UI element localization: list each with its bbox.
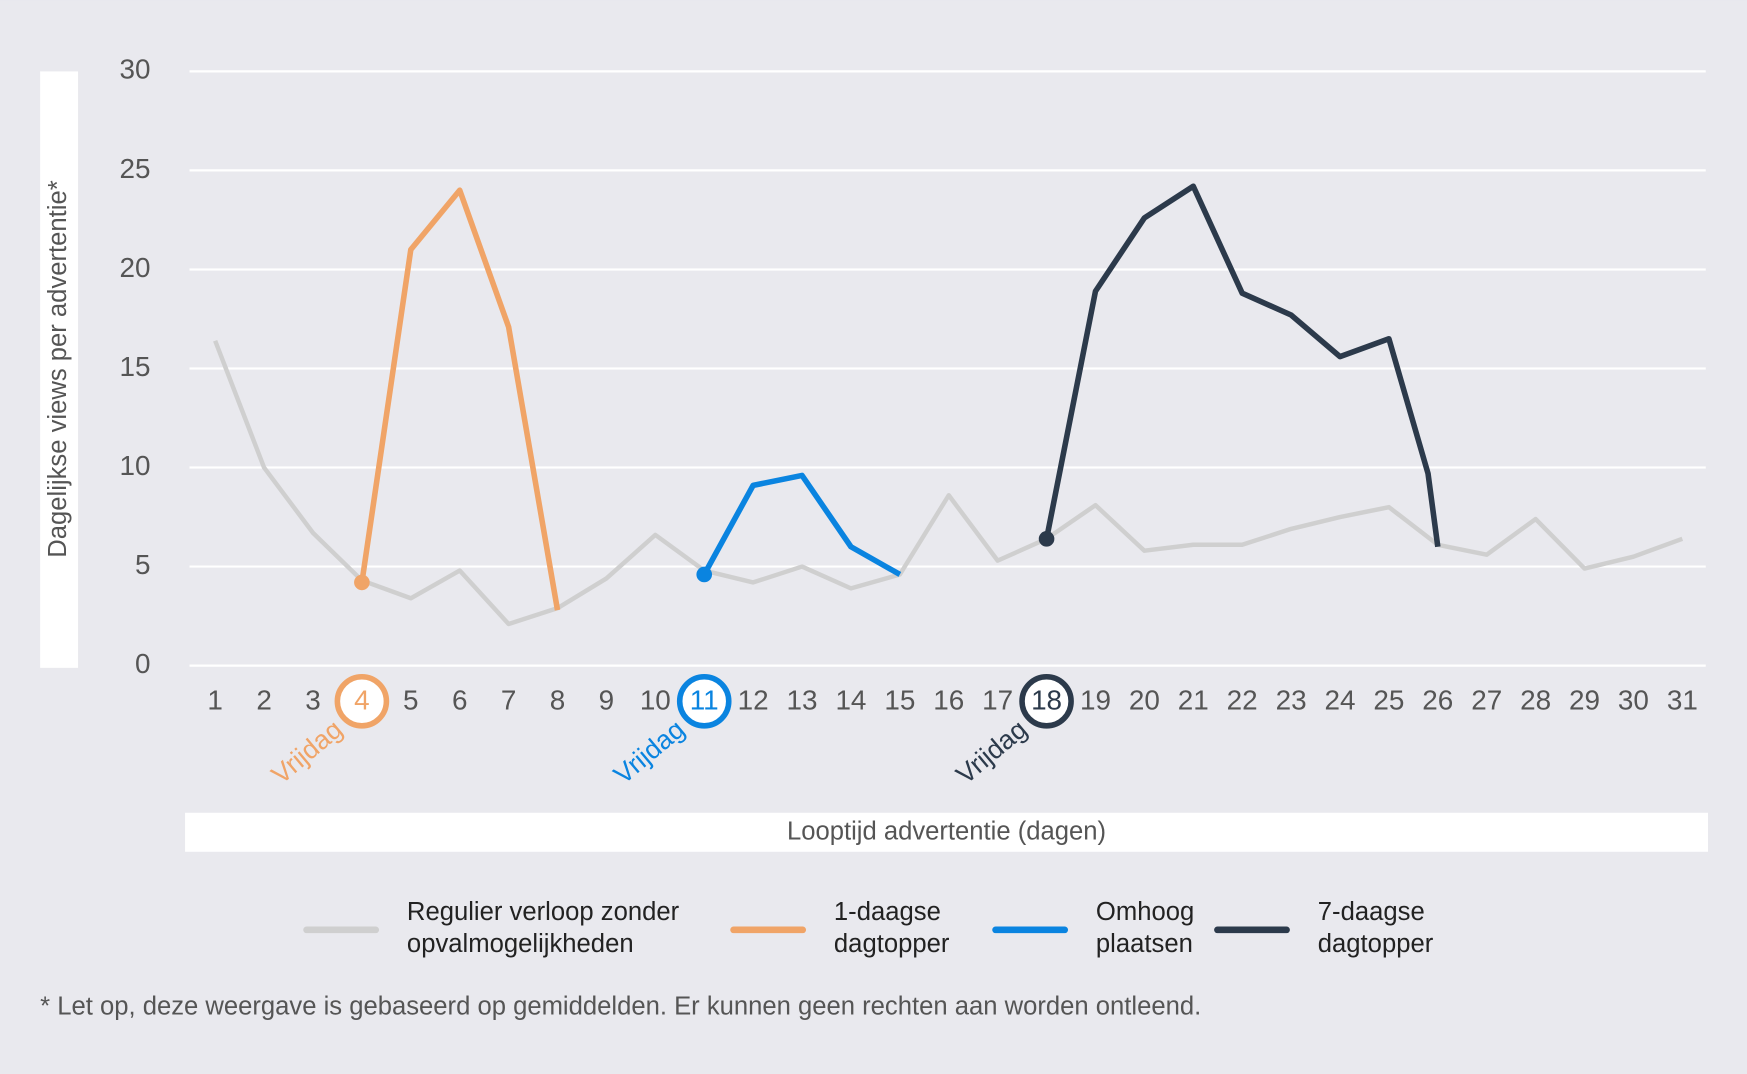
- x-tick-label: 24: [1324, 685, 1355, 716]
- x-tick-label: 5: [403, 685, 419, 716]
- series-line: [701, 472, 902, 577]
- x-tick-label: 26: [1422, 685, 1453, 716]
- y-axis-label: Dagelijkse views per advertentie*: [44, 180, 72, 557]
- x-tick-label: 10: [640, 685, 671, 716]
- y-tick-label: 25: [120, 153, 151, 184]
- x-tick-label: 30: [1618, 685, 1649, 716]
- legend-item: Regulier verloop zonder opvalmogelijkhed…: [406, 896, 680, 958]
- x-tick-label: 9: [599, 685, 614, 716]
- x-tick-label: 17: [982, 685, 1013, 716]
- x-tick-label: 22: [1227, 685, 1258, 716]
- day-highlight-circle: [1019, 673, 1074, 729]
- x-tick-label: 8: [550, 685, 566, 716]
- y-tick-label: 10: [120, 450, 151, 481]
- x-tick-label: 7: [501, 685, 517, 716]
- day-highlight-circle: [334, 673, 390, 729]
- y-label-box: [40, 71, 79, 668]
- y-tick-label: 0: [135, 648, 151, 679]
- x-tick-label: 14: [835, 685, 866, 716]
- series-line: [1043, 183, 1441, 548]
- series-line: [359, 187, 561, 611]
- grid: [189, 70, 1706, 667]
- x-tick-label: 15: [884, 685, 915, 716]
- legend-item: 7-daagse dagtopper: [1317, 896, 1434, 958]
- x-axis-label: Looptijd advertentie (dagen): [787, 818, 1106, 846]
- y-tick-label: 30: [120, 54, 151, 85]
- legend-label: 1-daagse dagtopper: [833, 896, 950, 958]
- footnote: * Let op, deze weergave is gebaseerd op …: [40, 993, 1201, 1021]
- legend-item: 1-daagse dagtopper: [833, 896, 950, 958]
- x-tick-label: 1: [207, 685, 222, 716]
- x-tick-label: 12: [738, 685, 769, 716]
- x-tick-label: 11: [690, 685, 719, 716]
- y-tick-label: 5: [135, 549, 151, 580]
- x-tick-label: 29: [1569, 685, 1600, 716]
- x-tick-label: 21: [1178, 685, 1209, 716]
- x-tick-label: 19: [1080, 685, 1111, 716]
- y-tick-label: 15: [120, 351, 151, 382]
- legend-label: Omhoog plaatsen: [1095, 896, 1195, 958]
- x-tick-label: 27: [1471, 685, 1502, 716]
- x-tick-label: 2: [256, 685, 272, 716]
- x-tick-label: 23: [1276, 685, 1307, 716]
- legend-label: 7-daagse dagtopper: [1317, 896, 1434, 958]
- x-tick-label: 31: [1667, 685, 1698, 716]
- series-start-dot: [696, 566, 713, 583]
- x-tick-label: 6: [452, 685, 468, 716]
- legend-item: Omhoog plaatsen: [1095, 896, 1195, 958]
- y-tick-label: 20: [120, 252, 151, 283]
- x-tick-label: 18: [1031, 685, 1062, 716]
- series-start-dot: [1038, 531, 1055, 547]
- x-tick-label: 13: [787, 685, 818, 716]
- legend-label: Regulier verloop zonder opvalmogelijkhed…: [406, 896, 680, 958]
- x-tick-label: 3: [305, 685, 321, 716]
- x-tick-label: 4: [354, 685, 370, 716]
- x-tick-label: 20: [1129, 685, 1160, 716]
- day-highlight-circle: [676, 673, 732, 729]
- series-start-dot: [354, 574, 370, 591]
- x-tick-label: 25: [1373, 685, 1404, 716]
- x-tick-label: 28: [1520, 685, 1551, 716]
- x-tick-label: 16: [933, 685, 964, 716]
- x-label-box: [185, 812, 1708, 852]
